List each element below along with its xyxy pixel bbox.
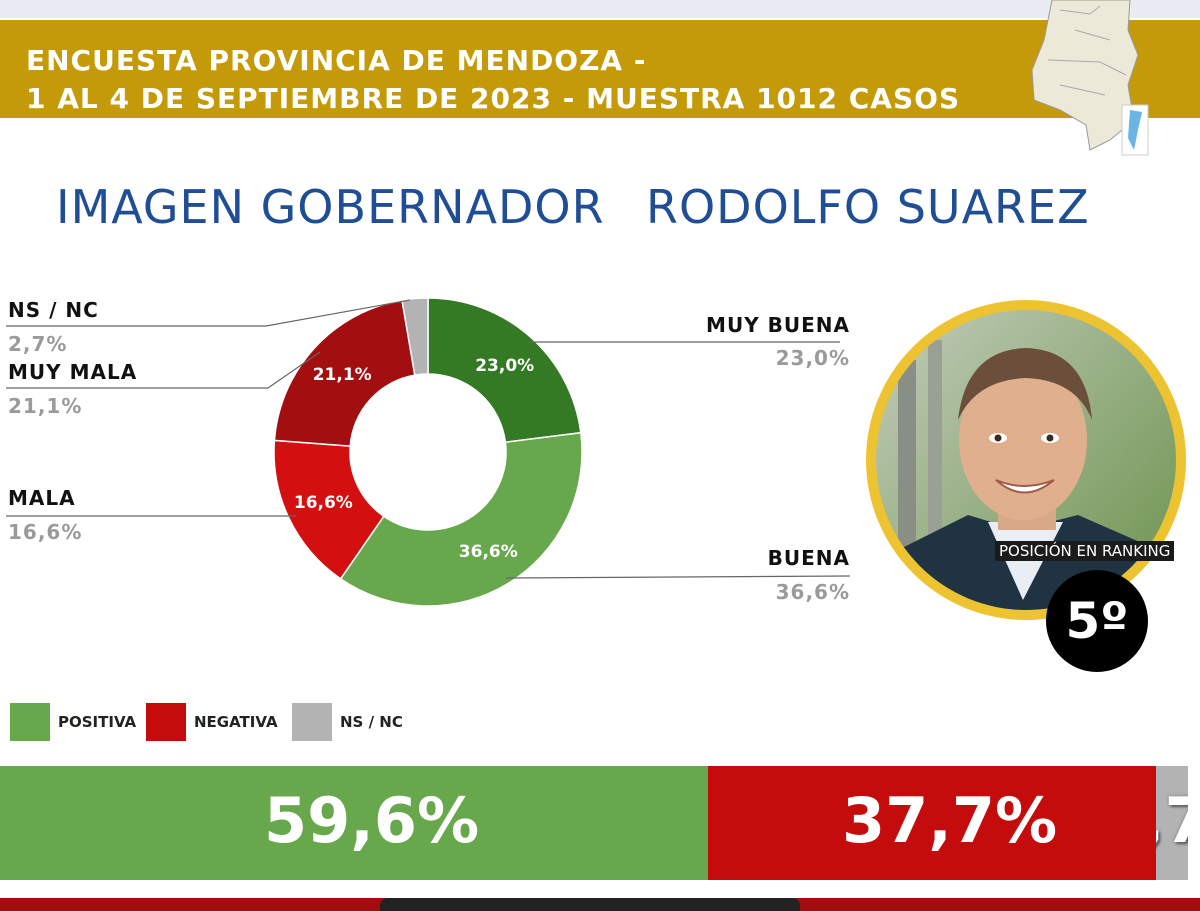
leader-line-ns-nc bbox=[6, 299, 411, 327]
ranking-label: POSICIÓN EN RANKING bbox=[995, 541, 1175, 561]
donut-label-muy-buena: 23,0% bbox=[475, 356, 534, 376]
label-muy-buena: MUY BUENA bbox=[706, 313, 850, 337]
value-mala: 16,6% bbox=[8, 520, 83, 544]
stacked-bar: 59,6% 37,7% 2,7 bbox=[0, 766, 1200, 880]
leader-line-buena bbox=[505, 575, 851, 579]
bar-segment-ns-nc: 2,7 bbox=[1155, 766, 1188, 880]
governor-photo bbox=[866, 300, 1186, 620]
bar-label-ns-nc: 2,7 bbox=[1156, 784, 1188, 857]
legend-label-positiva: POSITIVA bbox=[58, 713, 137, 731]
donut-slice-muy-buena bbox=[427, 297, 582, 444]
chart-title-part-2: RODOLFO SUAREZ bbox=[646, 180, 1090, 234]
donut-slice-buena bbox=[339, 431, 583, 607]
label-ns-nc: NS / NC bbox=[8, 298, 99, 322]
argentina-map-icon bbox=[1031, 0, 1149, 156]
value-muy-mala: 21,1% bbox=[8, 394, 83, 418]
bar-label-positiva: 59,6% bbox=[264, 784, 480, 857]
value-muy-buena: 23,0% bbox=[775, 346, 850, 370]
label-buena: BUENA bbox=[767, 546, 850, 570]
bottom-tab bbox=[380, 898, 800, 911]
header-title-line-2: 1 AL 4 DE SEPTIEMBRE DE 2023 - MUESTRA 1… bbox=[26, 82, 961, 115]
header-title-line-1: ENCUESTA PROVINCIA DE MENDOZA - bbox=[26, 44, 647, 77]
leader-line-muy-mala bbox=[6, 351, 321, 389]
donut-label-muy-mala: 21,1% bbox=[313, 365, 372, 385]
label-mala: MALA bbox=[8, 486, 76, 510]
donut-slice-muy-mala bbox=[273, 299, 416, 447]
legend-swatch-positiva bbox=[10, 703, 50, 741]
bar-segment-positiva: 59,6% bbox=[0, 766, 709, 880]
donut-label-mala: 16,6% bbox=[294, 493, 353, 513]
legend-swatch-ns-nc bbox=[292, 703, 332, 741]
ranking-badge: 5º bbox=[1046, 570, 1148, 672]
donut-slice-ns-nc bbox=[401, 297, 429, 376]
donut-label-buena: 36,6% bbox=[459, 542, 518, 562]
header-band: ENCUESTA PROVINCIA DE MENDOZA - 1 AL 4 D… bbox=[0, 20, 1200, 118]
value-buena: 36,6% bbox=[775, 580, 850, 604]
bar-segment-negativa: 37,7% bbox=[708, 766, 1156, 880]
donut-chart: 23,0% 36,6% 16,6% 21,1% bbox=[6, 297, 851, 607]
legend-label-ns-nc: NS / NC bbox=[340, 713, 403, 731]
label-muy-mala: MUY MALA bbox=[8, 360, 138, 384]
legend-label-negativa: NEGATIVA bbox=[194, 713, 278, 731]
chart-title-part-1: IMAGEN GOBERNADOR bbox=[56, 180, 605, 234]
bar-label-negativa: 37,7% bbox=[841, 784, 1058, 857]
top-strip bbox=[0, 0, 1200, 18]
value-ns-nc: 2,7% bbox=[8, 332, 68, 356]
legend-swatch-negativa bbox=[146, 703, 186, 741]
